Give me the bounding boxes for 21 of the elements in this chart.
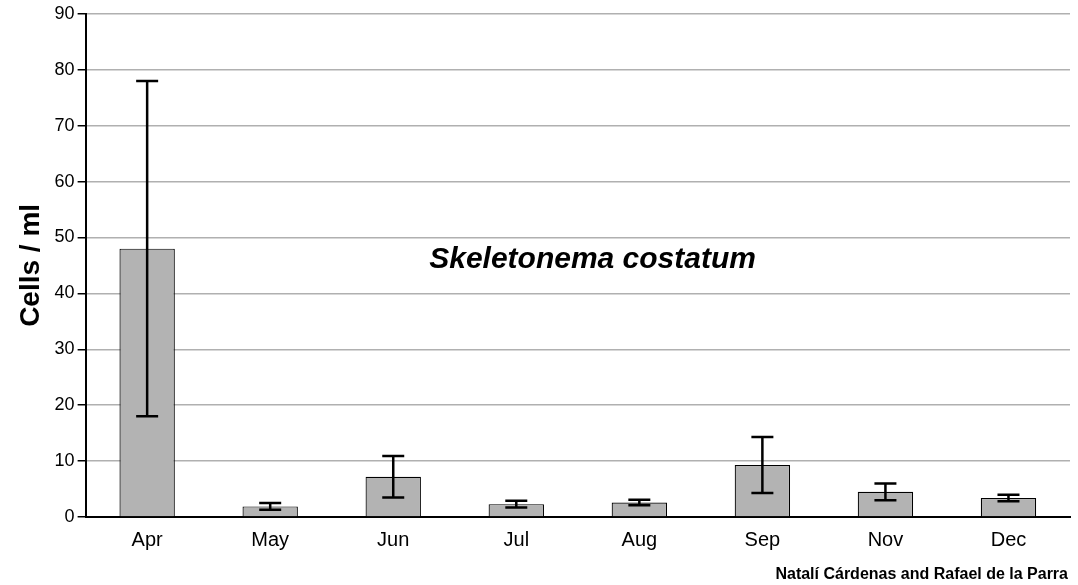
y-axis-title: Cells / ml — [13, 203, 45, 327]
x-tick-label: Aug — [621, 527, 658, 550]
x-tick-label: Nov — [867, 527, 904, 550]
y-tick-label: 30 — [54, 338, 75, 359]
x-tick-label: Sep — [744, 527, 781, 550]
y-tick-label: 0 — [64, 505, 75, 526]
y-tick-label: 20 — [54, 394, 75, 415]
y-tick-label: 70 — [54, 114, 75, 135]
y-tick-label: 60 — [54, 170, 75, 191]
y-tick-label: 10 — [54, 450, 75, 471]
y-tick-label: 40 — [54, 282, 75, 303]
text: Natalí Cárdenas and Rafael de la Parra — [775, 565, 1069, 583]
y-tick-label: 90 — [54, 2, 75, 23]
x-tick-label: Jul — [503, 527, 530, 550]
text: Skeletonema costatum — [429, 241, 756, 275]
x-tick-label: May — [251, 527, 290, 550]
y-tick-label: 50 — [54, 226, 75, 247]
y-tick-label: 80 — [54, 58, 75, 79]
x-tick-label: Jun — [377, 527, 410, 550]
x-tick-label: Dec — [990, 527, 1027, 550]
x-tick-label: Apr — [131, 527, 164, 550]
